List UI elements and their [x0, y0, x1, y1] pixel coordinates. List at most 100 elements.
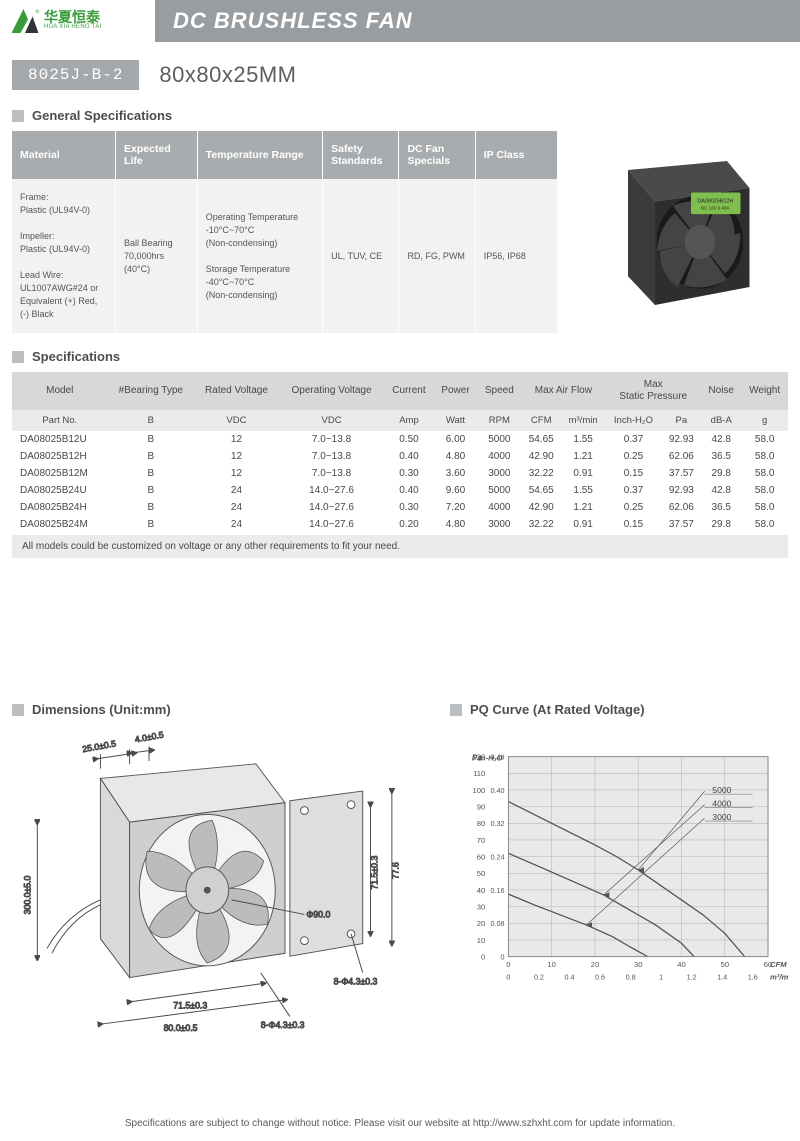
spec-td: 0.15: [605, 465, 661, 482]
spec-td: 7.0~13.8: [279, 448, 384, 465]
spec-td: 92.93: [662, 482, 702, 499]
spec-td: 29.8: [701, 516, 741, 533]
spec-th1: Current: [384, 372, 434, 410]
svg-text:0.32: 0.32: [491, 820, 505, 829]
svg-text:71.5±0.3: 71.5±0.3: [369, 856, 379, 890]
spec-td: 4.80: [434, 448, 478, 465]
spec-td: 32.22: [521, 516, 561, 533]
spec-td: 6.00: [434, 431, 478, 448]
product-image: DA08025B12H DC 12V 0.40A: [557, 131, 788, 333]
svg-text:0.16: 0.16: [491, 886, 505, 895]
spec-th2: Pa: [662, 410, 702, 431]
spec-td: B: [108, 482, 195, 499]
svg-text:20: 20: [477, 920, 486, 929]
svg-text:8-Φ4.3±0.3: 8-Φ4.3±0.3: [334, 977, 378, 987]
spec-td: 0.25: [605, 448, 661, 465]
table-row: DA08025B12UB127.0~13.80.506.00500054.651…: [12, 431, 788, 448]
spec-td: DA08025B12M: [12, 465, 108, 482]
spec-td: 3000: [477, 465, 521, 482]
gen-th: Material: [12, 131, 116, 179]
svg-text:m³/min: m³/min: [770, 973, 788, 982]
svg-text:71.5±0.3: 71.5±0.3: [173, 1001, 207, 1011]
spec-td: 58.0: [741, 431, 788, 448]
logo-en: HUA XIA HENG TAI: [44, 24, 102, 31]
spec-td: 12: [194, 465, 279, 482]
svg-text:25.0±0.5: 25.0±0.5: [82, 739, 117, 755]
spec-td: 4000: [477, 499, 521, 516]
spec-td: 1.21: [561, 499, 605, 516]
spec-td: 3000: [477, 516, 521, 533]
spec-th2: B: [108, 410, 195, 431]
header-bar: ® 华夏恒泰 HUA XIA HENG TAI DC BRUSHLESS FAN: [0, 0, 800, 42]
spec-td: 36.5: [701, 448, 741, 465]
spec-td: 5000: [477, 482, 521, 499]
size-text: 80x80x25MM: [159, 62, 296, 88]
spec-td: 0.91: [561, 465, 605, 482]
spec-td: 54.65: [521, 431, 561, 448]
spec-td: 29.8: [701, 465, 741, 482]
spec-th1: Noise: [701, 372, 741, 410]
section-heading-general: General Specifications: [12, 108, 800, 123]
spec-td: 7.0~13.8: [279, 465, 384, 482]
svg-text:1: 1: [659, 973, 663, 982]
svg-text:®: ®: [36, 9, 40, 16]
spec-td: 7.0~13.8: [279, 431, 384, 448]
table-row: DA08025B12MB127.0~13.80.303.60300032.220…: [12, 465, 788, 482]
svg-text:0.40: 0.40: [491, 786, 505, 795]
spec-th1: Rated Voltage: [194, 372, 279, 410]
section-heading-pq: PQ Curve (At Rated Voltage): [450, 702, 788, 717]
gen-td: Frame: Plastic (UL94V-0) Impeller: Plast…: [12, 179, 116, 333]
svg-text:0: 0: [501, 953, 505, 962]
svg-text:110: 110: [473, 770, 485, 779]
svg-text:90: 90: [477, 803, 486, 812]
spec-td: 0.37: [605, 482, 661, 499]
spec-th2: Inch-H₂O: [605, 410, 661, 431]
spec-th1: Speed: [477, 372, 521, 410]
spec-td: 37.57: [662, 465, 702, 482]
logo-block: ® 华夏恒泰 HUA XIA HENG TAI: [0, 0, 155, 42]
spec-th1: Max Static Pressure: [605, 372, 701, 410]
section-heading-dim: Dimensions (Unit:mm): [12, 702, 422, 717]
gen-th: Safety Standards: [323, 131, 399, 179]
spec-td: 1.55: [561, 482, 605, 499]
spec-td: 0.50: [384, 431, 434, 448]
svg-text:40: 40: [677, 961, 686, 970]
spec-td: 24: [194, 516, 279, 533]
subheader: 8025J-B-2 80x80x25MM: [0, 42, 800, 104]
spec-td: 62.06: [662, 448, 702, 465]
pq-chart: 0102030405060010203040506070809010011012…: [450, 747, 788, 997]
general-spec-row: MaterialExpected LifeTemperature RangeSa…: [12, 131, 788, 333]
spec-td: 1.21: [561, 448, 605, 465]
spec-td: 24: [194, 482, 279, 499]
svg-text:3000: 3000: [712, 813, 731, 823]
spec-td: 58.0: [741, 499, 788, 516]
spec-td: 14.0~27.6: [279, 516, 384, 533]
spec-td: 9.60: [434, 482, 478, 499]
svg-text:0: 0: [506, 961, 510, 970]
dimension-drawing: 25.0±0.5 4.0±0.5 300.0±5.0 71.5±0.3 77.6…: [12, 725, 422, 1065]
spec-td: DA08025B12H: [12, 448, 108, 465]
spec-td: 0.20: [384, 516, 434, 533]
spec-table: Model#Bearing TypeRated VoltageOperating…: [12, 372, 788, 533]
gen-td: Ball Bearing 70,000hrs (40°C): [116, 179, 198, 333]
gen-th: IP Class: [475, 131, 557, 179]
logo-icon: ®: [10, 6, 40, 36]
svg-text:1.2: 1.2: [687, 973, 697, 982]
table-row: DA08025B12HB127.0~13.80.404.80400042.901…: [12, 448, 788, 465]
svg-text:0.2: 0.2: [534, 973, 544, 982]
svg-text:10: 10: [477, 936, 486, 945]
logo-text: 华夏恒泰 HUA XIA HENG TAI: [44, 10, 102, 31]
spec-th2: CFM: [521, 410, 561, 431]
svg-text:0.6: 0.6: [595, 973, 605, 982]
svg-text:Φ90.0: Φ90.0: [306, 910, 330, 920]
gen-td: RD, FG, PWM: [399, 179, 475, 333]
spec-td: 0.91: [561, 516, 605, 533]
spec-td: 42.8: [701, 482, 741, 499]
spec-td: 4000: [477, 448, 521, 465]
spec-td: 12: [194, 448, 279, 465]
spec-td: DA08025B24M: [12, 516, 108, 533]
spec-td: B: [108, 448, 195, 465]
svg-text:0.08: 0.08: [491, 920, 505, 929]
svg-text:CFM: CFM: [770, 961, 787, 970]
spec-td: DA08025B24H: [12, 499, 108, 516]
